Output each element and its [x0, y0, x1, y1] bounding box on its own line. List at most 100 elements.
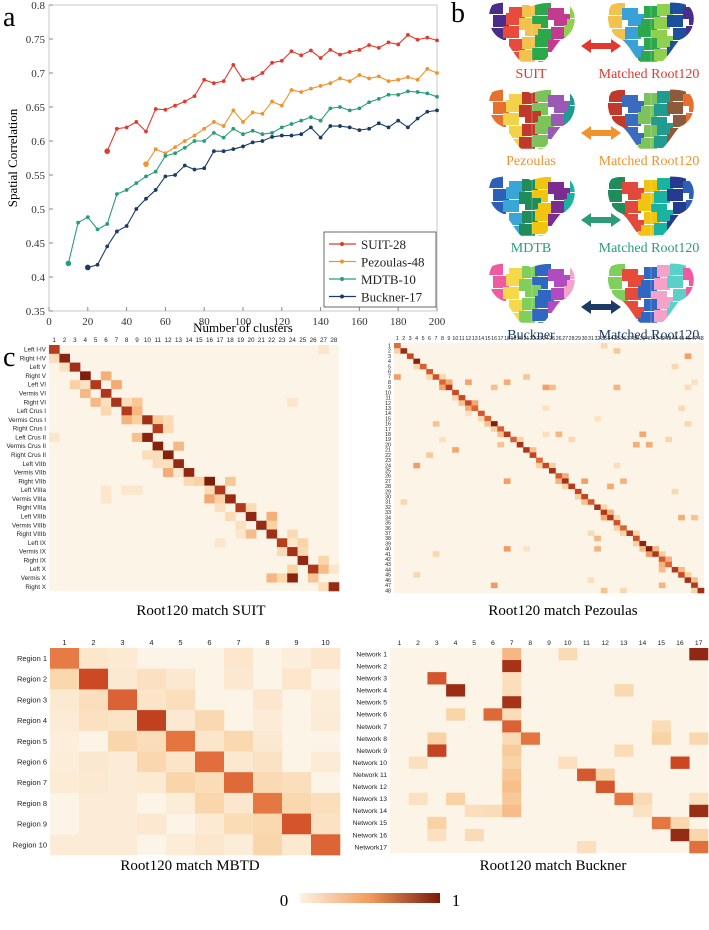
- data-point: [415, 116, 420, 121]
- heatmap-col-label: 6: [491, 640, 495, 647]
- heatmap-row-label: 46: [385, 578, 391, 584]
- heatmap-cell: [439, 374, 446, 380]
- data-point: [367, 76, 371, 81]
- heatmap-row-label: Network 1: [356, 651, 387, 658]
- heatmap-cell: [137, 813, 167, 835]
- heatmap-cell: [520, 732, 540, 745]
- heatmap-row-label: Right VIIb: [18, 478, 46, 485]
- heatmap-cell: [439, 379, 446, 385]
- heatmap-cell: [670, 828, 690, 842]
- heatmap-cell: [79, 751, 109, 773]
- heatmap-cell: [100, 397, 112, 407]
- data-point: [124, 125, 129, 130]
- heatmap-col-label: 15: [196, 337, 204, 344]
- heatmap-cell: [152, 450, 164, 460]
- heatmap-col-label: 7: [435, 336, 438, 342]
- panel-label-a: a: [3, 2, 16, 33]
- heatmap-col-label: 24: [289, 337, 297, 344]
- data-point: [221, 124, 226, 128]
- heatmap-cell: [432, 551, 440, 557]
- heatmap-cell: [691, 514, 698, 521]
- heatmap-row-label: Right Crus I: [13, 426, 46, 433]
- heatmap-row-label: Left X: [30, 566, 47, 573]
- brain-map: [488, 1, 576, 63]
- heatmap-col-label: 44: [672, 336, 678, 342]
- data-point: [212, 149, 216, 154]
- heatmap-row-label: Network 5: [356, 700, 387, 707]
- data-point: [95, 227, 100, 232]
- heatmap-col-label: 12: [465, 336, 471, 342]
- heatmap-cell: [400, 499, 408, 505]
- data-point: [231, 147, 236, 152]
- heatmap-cell: [502, 804, 522, 818]
- heatmap-cell: [555, 478, 563, 484]
- heatmap-cell: [287, 564, 298, 574]
- heatmap-cell: [282, 648, 312, 669]
- heatmap-col-label: 14: [478, 336, 484, 342]
- heatmap-row-label: 10: [385, 390, 391, 396]
- data-point: [318, 118, 323, 123]
- heatmap-cell: [658, 551, 666, 557]
- heatmap-cell: [59, 362, 71, 372]
- heatmap-cell: [542, 384, 550, 391]
- data-point: [367, 126, 371, 131]
- heatmap-row-label: Network 13: [353, 796, 388, 803]
- heatmap-col-label: 19: [237, 337, 245, 344]
- heatmap-cell: [523, 447, 530, 453]
- data-point: [115, 192, 119, 196]
- heatmap-cell: [166, 730, 196, 752]
- heatmap-cell: [225, 476, 236, 486]
- heatmap-cell: [137, 710, 167, 732]
- heatmap-cell: [446, 684, 466, 697]
- heatmap-cell: [516, 436, 524, 443]
- heatmap-cell: [166, 834, 196, 856]
- data-point: [202, 166, 207, 171]
- heatmap-row-label: Vermis VIIIa: [12, 496, 46, 503]
- heatmap-col-label: 8: [125, 337, 129, 344]
- heatmap-row-label: 26: [385, 474, 391, 480]
- heatmap-cell: [413, 358, 421, 365]
- heatmap-cell: [183, 468, 195, 478]
- heatmap-row-label: Right I-IV: [20, 355, 47, 362]
- heatmap-cell: [224, 668, 254, 690]
- heatmap-row-label: 39: [385, 541, 391, 547]
- data-point: [173, 103, 178, 108]
- heatmap-row-label: 4: [388, 359, 391, 365]
- heatmap-cell: [502, 732, 522, 745]
- heatmap-cell: [689, 840, 709, 854]
- heatmap-cell: [49, 345, 60, 355]
- data-point: [221, 149, 226, 154]
- heatmap-row-label: Network 11: [353, 772, 387, 779]
- heatmap-cell: [490, 426, 498, 432]
- heatmap-row-label: Right V: [25, 373, 46, 380]
- heatmap-cell: [613, 520, 621, 526]
- heatmap-cell: [633, 792, 653, 806]
- data-point: [221, 135, 226, 140]
- data-point: [270, 60, 274, 65]
- heatmap-cell: [587, 499, 595, 505]
- heatmap-col-label: 34: [607, 336, 613, 342]
- heatmap-cell: [446, 792, 466, 806]
- heatmap-col-label: 4: [83, 337, 87, 344]
- heatmap-cell: [142, 450, 153, 460]
- heatmap-col-label: 15: [485, 336, 491, 342]
- heatmap-row-label: 45: [385, 573, 391, 579]
- data-point: [202, 77, 207, 82]
- heatmap-col-label: 5: [472, 640, 476, 647]
- heatmap-cell: [194, 476, 205, 486]
- heatmap-cell: [79, 772, 109, 794]
- heatmap-col-label: 8: [441, 336, 444, 342]
- heatmap-cell: [408, 792, 428, 806]
- heatmap-cell: [50, 689, 80, 711]
- heatmap-cell: [253, 710, 283, 732]
- heatmap-cell: [620, 587, 627, 594]
- heatmap-cell: [651, 720, 671, 733]
- heatmap-cell: [166, 792, 196, 814]
- brain-outline: [488, 262, 576, 324]
- data-point: [396, 118, 401, 123]
- heatmap-cell: [516, 441, 524, 448]
- heatmap-row-label: 48: [385, 588, 391, 594]
- heatmap-col-label: 5: [94, 337, 98, 344]
- heatmap-row-label: 30: [385, 495, 391, 501]
- heatmap-cell: [183, 476, 195, 486]
